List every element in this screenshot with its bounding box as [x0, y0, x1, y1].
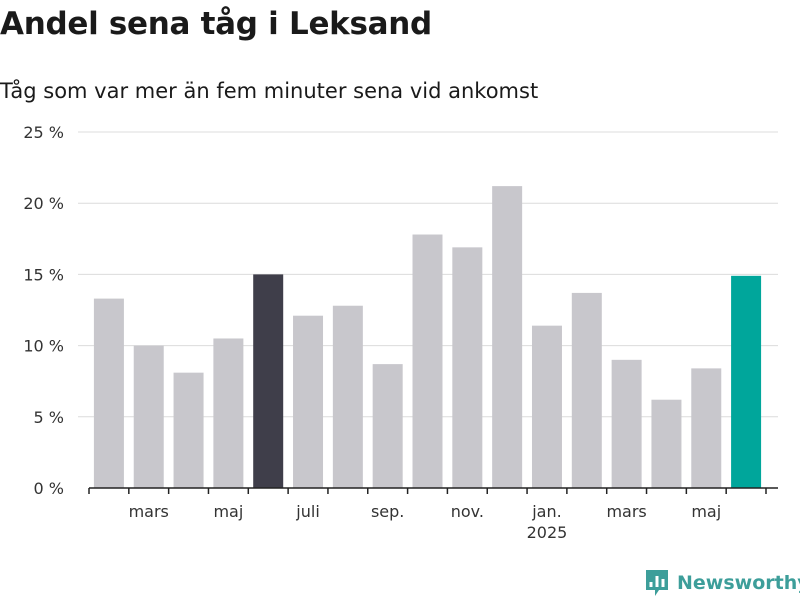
- bar: [332, 305, 363, 488]
- bar: [531, 325, 562, 488]
- chart-title: Andel sena tåg i Leksand: [0, 6, 432, 42]
- x-tick-label: maj: [691, 502, 721, 521]
- chart-subtitle: Tåg som var mer än fem minuter sena vid …: [0, 79, 539, 103]
- bar: [412, 234, 443, 488]
- bar: [253, 274, 284, 488]
- bar: [173, 372, 204, 488]
- y-tick-label: 0 %: [34, 479, 64, 498]
- x-tick-label: sep.: [371, 502, 404, 521]
- axis-labels: 0 % 5 % 10 % 15 % 20 % 25 % mars maj juli sep. nov…: [23, 123, 721, 542]
- y-tick-label: 25 %: [23, 123, 64, 142]
- brand-name: Newsworthy: [677, 572, 800, 594]
- bar: [213, 338, 244, 488]
- bar: [571, 292, 602, 488]
- x-tick-label: juli: [295, 502, 319, 521]
- y-tick-label: 10 %: [23, 337, 64, 356]
- bar: [651, 399, 682, 488]
- x-tick-label: jan.: [531, 502, 561, 521]
- bar: [731, 275, 762, 488]
- bars: [93, 186, 762, 488]
- bar: [611, 359, 642, 488]
- x-tick-label: mars: [129, 502, 169, 521]
- bar: [133, 345, 164, 488]
- brand-logo: Newsworthy: [645, 569, 800, 597]
- x-tick-year-label: 2025: [527, 523, 568, 542]
- y-tick-label: 5 %: [34, 408, 64, 427]
- x-tick-label: nov.: [451, 502, 484, 521]
- bar: [372, 364, 403, 488]
- x-tick-label: mars: [606, 502, 646, 521]
- bar: [452, 247, 483, 488]
- newsworthy-logo-icon: [646, 570, 668, 596]
- bar: [492, 186, 523, 488]
- bar: [93, 298, 124, 488]
- y-tick-label: 15 %: [23, 265, 64, 284]
- y-tick-label: 20 %: [23, 194, 64, 213]
- bar: [293, 315, 324, 488]
- bar: [691, 368, 722, 488]
- x-tick-label: maj: [213, 502, 243, 521]
- x-axis: [88, 487, 778, 494]
- bar-chart: 0 % 5 % 10 % 15 % 20 % 25 % mars maj juli sep. nov…: [23, 123, 778, 542]
